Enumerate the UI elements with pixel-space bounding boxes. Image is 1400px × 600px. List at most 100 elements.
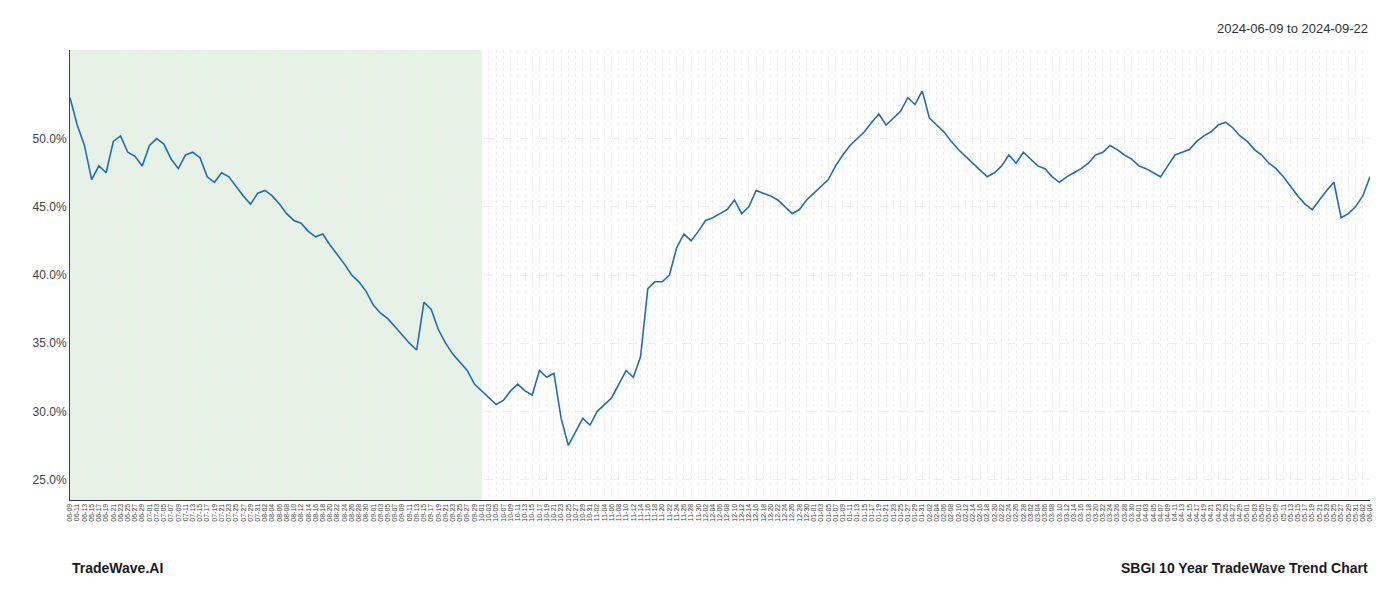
svg-text:02-22: 02-22 [998,504,1005,522]
svg-text:06-13: 06-13 [81,504,88,522]
svg-text:04-07: 04-07 [1157,504,1164,522]
svg-text:08-06: 08-06 [276,504,283,522]
svg-text:07-03: 07-03 [153,504,160,522]
svg-text:08-22: 08-22 [333,504,340,522]
svg-text:01-01: 01-01 [810,504,817,522]
svg-text:01-03: 01-03 [817,504,824,522]
svg-text:02-20: 02-20 [991,504,998,522]
svg-text:04-15: 04-15 [1186,504,1193,522]
svg-text:12-08: 12-08 [723,504,730,522]
svg-text:06-11: 06-11 [73,504,80,521]
svg-text:08-28: 08-28 [355,504,362,522]
svg-text:01-09: 01-09 [839,504,846,522]
svg-text:06-29: 06-29 [138,504,145,522]
svg-text:10-13: 10-13 [521,504,528,522]
svg-text:05-31: 05-31 [1352,504,1359,522]
svg-text:11-26: 11-26 [680,504,687,521]
svg-text:03-24: 03-24 [1106,504,1113,522]
svg-text:45.0%: 45.0% [33,200,67,214]
svg-text:50.0%: 50.0% [33,132,67,146]
svg-text:04-17: 04-17 [1193,504,1200,522]
svg-text:11-22: 11-22 [666,504,673,521]
svg-text:09-07: 09-07 [391,504,398,522]
svg-text:11-16: 11-16 [644,504,651,521]
svg-text:10-25: 10-25 [565,504,572,522]
svg-text:07-25: 07-25 [232,504,239,522]
svg-text:05-09: 05-09 [1272,504,1279,522]
svg-text:08-26: 08-26 [348,504,355,522]
svg-text:04-01: 04-01 [1135,504,1142,522]
svg-text:01-23: 01-23 [890,504,897,522]
svg-text:12-20: 12-20 [767,504,774,522]
svg-text:02-16: 02-16 [976,504,983,522]
svg-text:03-26: 03-26 [1113,504,1120,522]
svg-text:07-23: 07-23 [225,504,232,522]
svg-text:10-11: 10-11 [514,504,521,521]
svg-text:02-08: 02-08 [947,504,954,522]
svg-text:08-08: 08-08 [283,504,290,522]
svg-text:SBGI 10 Year TradeWave Trend C: SBGI 10 Year TradeWave Trend Chart [1121,560,1368,576]
svg-text:12-22: 12-22 [774,504,781,522]
svg-text:12-30: 12-30 [803,504,810,522]
svg-text:05-11: 05-11 [1280,504,1287,521]
svg-text:05-23: 05-23 [1323,504,1330,522]
svg-text:11-12: 11-12 [630,504,637,521]
svg-text:30.0%: 30.0% [33,405,67,419]
svg-text:02-18: 02-18 [983,504,990,522]
svg-text:02-14: 02-14 [969,504,976,522]
svg-text:07-05: 07-05 [160,504,167,522]
svg-text:12-14: 12-14 [745,504,752,522]
svg-text:05-07: 05-07 [1265,504,1272,522]
svg-text:12-04: 12-04 [709,504,716,522]
svg-text:05-15: 05-15 [1294,504,1301,522]
svg-text:11-30: 11-30 [695,504,702,521]
svg-text:05-13: 05-13 [1287,504,1294,522]
svg-text:12-18: 12-18 [760,504,767,522]
svg-text:10-19: 10-19 [543,504,550,522]
svg-text:2024-06-09 to 2024-09-22: 2024-06-09 to 2024-09-22 [1217,21,1368,36]
svg-text:02-10: 02-10 [955,504,962,522]
svg-text:05-19: 05-19 [1308,504,1315,522]
svg-text:05-03: 05-03 [1251,504,1258,522]
svg-text:03-20: 03-20 [1092,504,1099,522]
svg-text:10-03: 10-03 [485,504,492,522]
svg-text:07-07: 07-07 [167,504,174,522]
svg-text:08-24: 08-24 [341,504,348,522]
svg-text:10-17: 10-17 [536,504,543,522]
svg-text:05-01: 05-01 [1243,504,1250,522]
svg-text:04-21: 04-21 [1207,504,1214,522]
svg-text:35.0%: 35.0% [33,336,67,350]
svg-text:01-19: 01-19 [875,504,882,522]
svg-text:09-01: 09-01 [370,504,377,522]
svg-text:02-02: 02-02 [926,504,933,522]
svg-text:02-26: 02-26 [1012,504,1019,522]
svg-text:03-28: 03-28 [1121,504,1128,522]
svg-text:11-10: 11-10 [622,504,629,521]
svg-text:07-17: 07-17 [203,504,210,522]
svg-text:07-09: 07-09 [175,504,182,522]
svg-text:06-17: 06-17 [95,504,102,522]
svg-text:09-15: 09-15 [420,504,427,522]
svg-text:12-28: 12-28 [796,504,803,522]
svg-text:01-31: 01-31 [918,504,925,522]
svg-text:07-13: 07-13 [189,504,196,522]
svg-text:04-25: 04-25 [1222,504,1229,522]
svg-text:11-02: 11-02 [593,504,600,521]
svg-text:08-16: 08-16 [312,504,319,522]
svg-text:03-18: 03-18 [1085,504,1092,522]
svg-text:03-08: 03-08 [1048,504,1055,522]
svg-text:01-11: 01-11 [846,504,853,521]
svg-text:10-29: 10-29 [579,504,586,522]
svg-text:07-27: 07-27 [240,504,247,522]
svg-text:11-14: 11-14 [637,504,644,521]
svg-text:05-29: 05-29 [1345,504,1352,522]
svg-text:08-18: 08-18 [319,504,326,522]
svg-text:05-21: 05-21 [1316,504,1323,522]
svg-text:06-19: 06-19 [102,504,109,522]
svg-text:07-31: 07-31 [254,504,261,522]
svg-text:09-05: 09-05 [384,504,391,522]
svg-text:08-04: 08-04 [268,504,275,522]
svg-text:06-02: 06-02 [1359,504,1366,522]
svg-text:03-22: 03-22 [1099,504,1106,522]
svg-text:09-27: 09-27 [463,504,470,522]
